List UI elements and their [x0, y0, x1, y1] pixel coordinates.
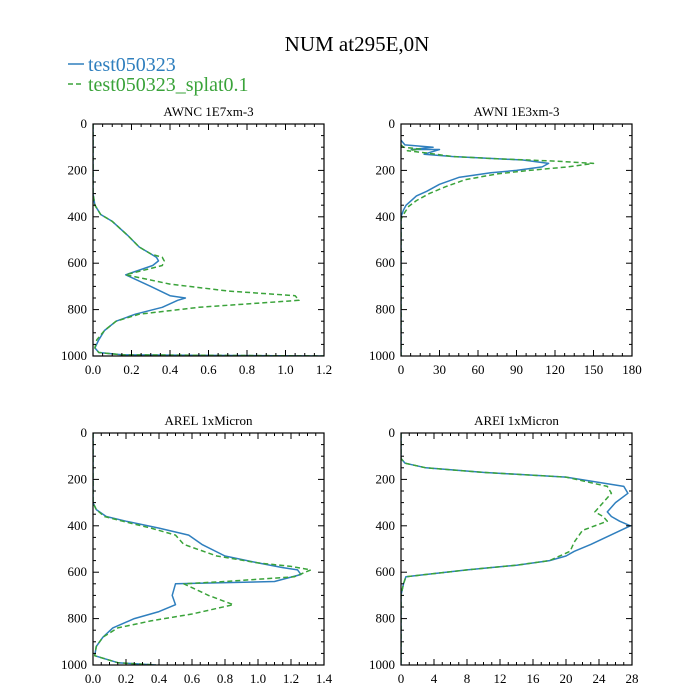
series-group-1 [401, 139, 595, 356]
y-tick-label-1-5: 1000 [369, 348, 395, 363]
x-tick-label-3-4: 16 [527, 671, 541, 686]
x-tick-label-3-2: 8 [464, 671, 471, 686]
y-tick-label-0-4: 800 [68, 302, 88, 317]
series-line-0-1 [93, 124, 324, 356]
x-tick-label-3-7: 28 [626, 671, 639, 686]
y-tick-label-1-4: 800 [376, 302, 396, 317]
series-line-1-0 [401, 139, 550, 356]
y-tick-label-2-0: 0 [81, 425, 88, 440]
x-tick-label-2-6: 1.2 [283, 671, 299, 686]
panel-title-1: AWNI 1E3xm-3 [474, 104, 560, 119]
y-tick-label-2-5: 1000 [61, 657, 87, 672]
x-tick-label-2-3: 0.6 [184, 671, 201, 686]
series-line-1-1 [401, 144, 595, 356]
y-tick-label-3-2: 400 [376, 518, 396, 533]
x-tick-label-3-1: 4 [431, 671, 438, 686]
x-tick-label-1-1: 30 [433, 362, 446, 377]
x-tick-label-0-6: 1.2 [316, 362, 332, 377]
x-tick-label-0-2: 0.4 [162, 362, 179, 377]
x-tick-label-2-5: 1.0 [250, 671, 266, 686]
y-tick-label-3-5: 1000 [369, 657, 395, 672]
series-line-0-0 [93, 124, 324, 356]
panel-0: AWNC 1E7xm-3 0.0 0.2 0.4 0.6 0.8 1.0 1.2 0 200 400… [61, 104, 332, 377]
y-tick-label-1-1: 200 [376, 162, 396, 177]
x-tick-label-2-7: 1.4 [316, 671, 333, 686]
panel-1: AWNI 1E3xm-3 0 30 60 90 120 150 180 0 200 400 600 80… [369, 104, 642, 377]
y-tick-label-0-3: 600 [68, 255, 88, 270]
series-group-0 [93, 124, 324, 356]
x-tick-label-0-5: 1.0 [277, 362, 293, 377]
x-tick-label-0-4: 0.8 [239, 362, 255, 377]
x-tick-label-1-5: 150 [584, 362, 604, 377]
x-tick-label-2-0: 0.0 [85, 671, 101, 686]
legend-label-0: test050323 [88, 54, 176, 76]
y-tick-label-3-4: 800 [376, 611, 396, 626]
series-line-3-0 [401, 433, 632, 665]
x-tick-label-1-2: 60 [472, 362, 485, 377]
panel-title-3: AREI 1xMicron [474, 413, 559, 428]
x-tick-label-0-1: 0.2 [123, 362, 139, 377]
y-tick-label-1-3: 600 [376, 255, 396, 270]
legend: test050323 test050323_splat0.1 [68, 54, 249, 96]
x-tick-label-1-4: 120 [545, 362, 565, 377]
y-tick-label-1-0: 0 [389, 116, 396, 131]
panels: AWNC 1E7xm-30.0 0.2 0.4 0.6 0.8 1.0 1.20200400… [61, 104, 642, 686]
plot-frame-2 [92, 432, 325, 666]
plot-frame-3 [400, 432, 633, 666]
panel-title-0: AWNC 1E7xm-3 [163, 104, 253, 119]
y-tick-label-0-5: 1000 [61, 348, 87, 363]
plot-frame-0 [92, 123, 325, 357]
y-tick-label-1-2: 400 [376, 209, 396, 224]
x-tick-label-1-0: 0 [398, 362, 405, 377]
series-line-3-1 [401, 433, 613, 665]
series-group-3 [401, 433, 632, 665]
y-tick-label-2-3: 600 [68, 564, 88, 579]
x-tick-label-2-4: 0.8 [217, 671, 233, 686]
y-tick-label-3-1: 200 [376, 471, 396, 486]
y-tick-label-2-2: 400 [68, 518, 88, 533]
legend-label-1: test050323_splat0.1 [88, 74, 249, 96]
x-tick-label-3-0: 0 [398, 671, 405, 686]
y-tick-label-2-4: 800 [68, 611, 88, 626]
y-tick-label-3-0: 0 [389, 425, 396, 440]
x-tick-label-2-2: 0.4 [151, 671, 168, 686]
y-tick-label-2-1: 200 [68, 471, 88, 486]
figure-title: NUM at295E,0N [285, 32, 430, 56]
x-tick-label-3-5: 20 [560, 671, 573, 686]
panel-title-2: AREL 1xMicron [165, 413, 253, 428]
x-tick-label-0-0: 0.0 [85, 362, 101, 377]
y-tick-label-0-0: 0 [81, 116, 88, 131]
x-tick-label-1-3: 90 [510, 362, 523, 377]
panel-3: AREI 1xMicron 0 4 8 12 16 20 24 28 0 200 400 600 800 1… [369, 413, 639, 686]
y-tick-label-0-1: 200 [68, 162, 88, 177]
x-tick-label-2-1: 0.2 [118, 671, 134, 686]
x-tick-label-0-3: 0.6 [200, 362, 217, 377]
x-tick-label-3-3: 12 [494, 671, 507, 686]
series-line-2-1 [93, 433, 312, 665]
x-tick-label-1-6: 180 [622, 362, 642, 377]
y-tick-label-0-2: 400 [68, 209, 88, 224]
plot-frame-1 [400, 123, 633, 357]
series-group-2 [93, 433, 312, 665]
y-tick-label-3-3: 600 [376, 564, 396, 579]
panel-2: AREL 1xMicron 0.0 0.2 0.4 0.6 0.8 1.0 1.2 1.4 0 20… [61, 413, 333, 686]
x-tick-label-3-6: 24 [593, 671, 607, 686]
